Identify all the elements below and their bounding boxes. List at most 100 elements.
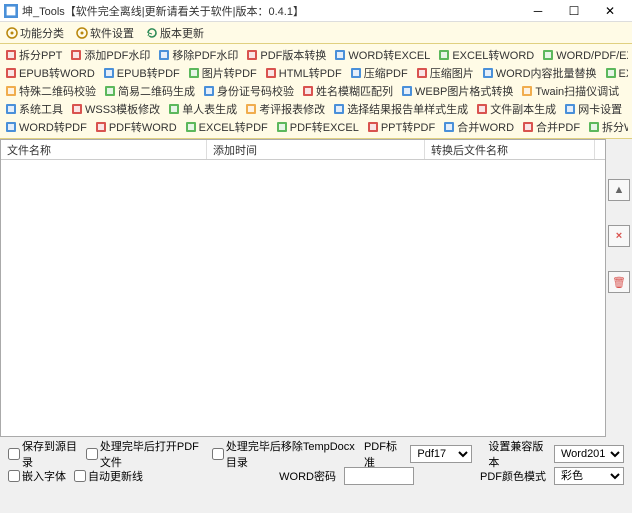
menu-label: 软件设置 [90,25,134,41]
toolbar-row-5: WORD转PDF PDF转WORD EXCEL转PDF PDF转EXCEL PPT转PD… [4,118,628,136]
tool-button[interactable]: EXCEL转WORD [437,47,535,63]
tool-button[interactable]: PDF版本转换 [245,47,327,63]
tool-icon [522,121,534,133]
tool-icon [245,103,257,115]
label-pdf-standard: PDF标准 [364,438,402,470]
col-converted[interactable]: 转换后文件名称 [425,140,595,159]
tool-button[interactable]: WORD内容批量替换 [481,65,598,81]
tool-button[interactable]: 系统工具 [4,101,64,117]
tool-button[interactable]: 添加PDF水印 [69,47,151,63]
tool-icon [95,121,107,133]
file-table: 文件名称 添加时间 转换后文件名称 [0,139,606,437]
tool-button[interactable]: 姓名模糊匹配列 [301,83,394,99]
tool-button[interactable]: WEBP图片格式转换 [400,83,514,99]
select-pdf-standard[interactable]: Pdf17 [410,445,472,463]
tool-button[interactable]: PPT转PDF [366,119,436,135]
tool-icon [5,121,17,133]
menu-functions[interactable]: 功能分类 [4,25,66,41]
tool-icon [588,121,600,133]
tool-icon [104,85,116,97]
toolbar-row-3: 特殊二维码校验简易二维码生成身份证号码校验姓名模糊匹配列 WEBP图片格式转换 Tw… [4,82,628,100]
tool-button[interactable]: 合并WORD [442,119,515,135]
toolbar-row-1: 拆分PPT 添加PDF水印移除PDF水印 PDF版本转换 WORD转EXCEL EXCE… [4,46,628,64]
tool-button[interactable]: Twain扫描仪调试 [520,83,620,99]
tool-icon [542,49,554,61]
refresh-icon [146,27,158,39]
tool-icon [103,67,115,79]
minimize-button[interactable]: ─ [520,0,556,22]
tool-button[interactable]: EXCEL转PDF [184,119,269,135]
tool-icon [185,121,197,133]
tool-button[interactable]: 简易二维码生成 [103,83,196,99]
tool-button[interactable]: 图片转PDF [187,65,258,81]
select-color-mode[interactable]: 彩色 [554,467,624,485]
clear-button[interactable]: 🗑 [608,271,630,293]
gear-icon [6,27,18,39]
tool-button[interactable]: 选择结果报告单样式生成 [332,101,469,117]
tool-button[interactable]: 拆分WORD [587,119,628,135]
cb-save-source[interactable]: 保存到源目录 [8,438,78,470]
window-title: 坤_Tools【软件完全离线|更新请看关于软件|版本：0.4.1】 [22,3,520,19]
tool-button[interactable]: 合并PDF [521,119,581,135]
tool-button[interactable]: PDF转EXCEL [275,119,360,135]
delete-button[interactable]: × [608,225,630,247]
move-up-button[interactable]: ▲ [608,179,630,201]
input-word-pwd[interactable] [344,467,414,485]
tool-icon [476,103,488,115]
maximize-button[interactable]: ☐ [556,0,592,22]
label-word-pwd: WORD密码 [279,468,336,484]
menubar: 功能分类 软件设置 版本更新 [0,22,632,44]
tool-button[interactable]: WORD转EXCEL [333,47,431,63]
tool-button[interactable]: 其他功能 [626,83,628,99]
tool-icon [5,103,17,115]
table-header: 文件名称 添加时间 转换后文件名称 [1,140,605,160]
tool-button[interactable]: WSS3模板修改 [70,101,161,117]
tool-button[interactable]: 网卡设置 [563,101,623,117]
tool-icon [5,85,17,97]
tool-button[interactable]: EXCEL内容批量替换 [604,65,628,81]
tool-button[interactable]: WORD转PDF [4,119,88,135]
tool-button[interactable]: 压缩PDF [349,65,409,81]
gear-icon [76,27,88,39]
col-addtime[interactable]: 添加时间 [207,140,425,159]
cb-embed-font[interactable]: 嵌入字体 [8,468,66,484]
tool-button[interactable]: 文件副本生成 [475,101,557,117]
tool-icon [71,103,83,115]
tool-icon [564,103,576,115]
tool-icon [203,85,215,97]
tool-button[interactable]: 单人表生成 [167,101,238,117]
menu-settings[interactable]: 软件设置 [74,25,136,41]
tool-button[interactable]: 拆分PPT [4,47,63,63]
tool-icon [334,49,346,61]
tool-button[interactable]: EPUB转WORD [4,65,96,81]
main-area: 文件名称 添加时间 转换后文件名称 ▲ × 🗑 [0,139,632,437]
tool-icon [350,67,362,79]
tool-button[interactable]: PDF转WORD [94,119,178,135]
menu-update[interactable]: 版本更新 [144,25,206,41]
tool-icon [333,103,345,115]
tool-button[interactable]: 特殊二维码校验 [4,83,97,99]
cb-auto-update[interactable]: 自动更新线 [74,468,143,484]
tool-button[interactable]: HTML转PDF [264,65,343,81]
cb-remove-temp[interactable]: 处理完毕后移除TempDocx目录 [212,438,356,470]
tool-button[interactable]: 身份证号码校验 [202,83,295,99]
tool-icon [401,85,413,97]
toolbar: 拆分PPT 添加PDF水印移除PDF水印 PDF版本转换 WORD转EXCEL EXCE… [0,44,632,139]
col-filename[interactable]: 文件名称 [1,140,207,159]
tool-icon [438,49,450,61]
tool-button[interactable]: 考评报表修改 [244,101,326,117]
tool-button[interactable]: 移除PDF水印 [157,47,239,63]
label-compat: 设置兼容版本 [488,438,546,470]
titlebar: 坤_Tools【软件完全离线|更新请看关于软件|版本：0.4.1】 ─ ☐ ✕ [0,0,632,22]
tool-icon [5,67,17,79]
tool-button[interactable]: EPUB转PDF [102,65,181,81]
tool-button[interactable]: WORD/PDF/EXCEL转图片 [541,47,628,63]
tool-icon [168,103,180,115]
select-compat[interactable]: Word2010 [554,445,624,463]
cb-open-after[interactable]: 处理完毕后打开PDF文件 [86,438,204,470]
menu-label: 版本更新 [160,25,204,41]
side-buttons: ▲ × 🗑 [606,139,632,437]
tool-icon [443,121,455,133]
tool-button[interactable]: 压缩图片 [415,65,475,81]
close-button[interactable]: ✕ [592,0,628,22]
